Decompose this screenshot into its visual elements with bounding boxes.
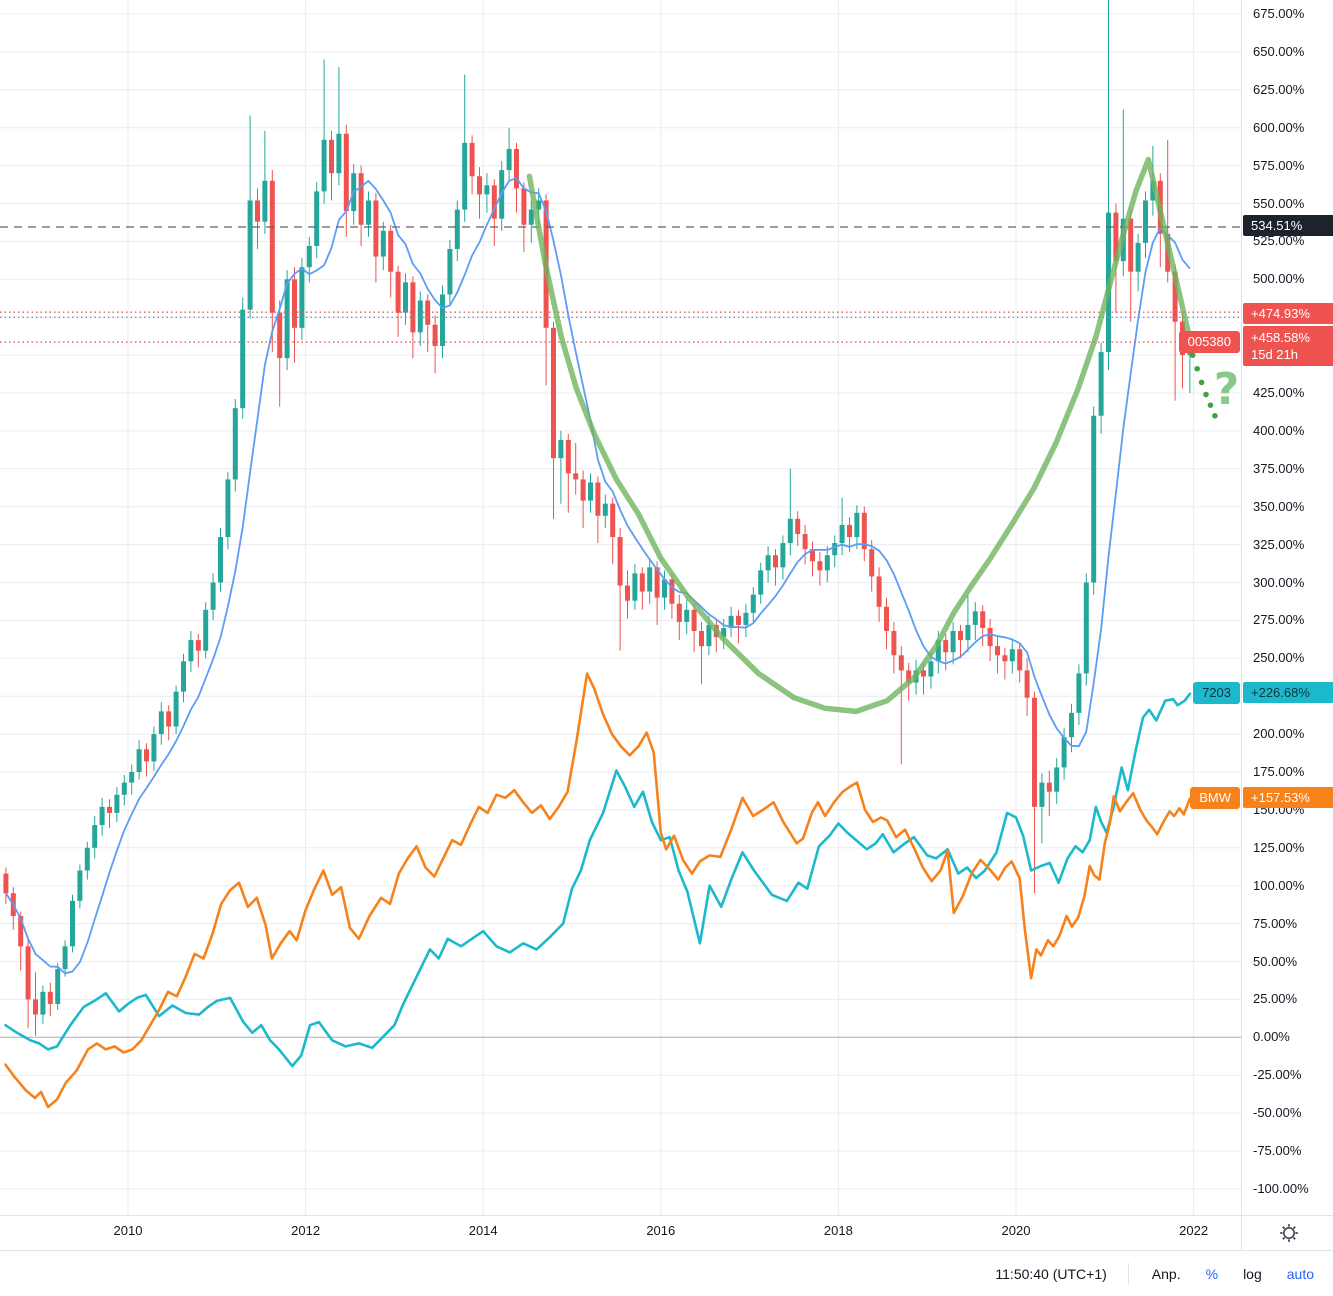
level-label-534[interactable]: 534.51% — [1243, 215, 1333, 236]
series-tag-bmw[interactable]: BMW — [1190, 787, 1240, 809]
x-tick-label: 2010 — [113, 1223, 143, 1238]
y-tick-label: 0.00% — [1253, 1029, 1290, 1045]
y-tick-label: 425.00% — [1253, 385, 1305, 400]
y-tick-label: 100.00% — [1253, 877, 1305, 893]
y-tick-label: 75.00% — [1253, 915, 1298, 931]
y-tick-label: 550.00% — [1253, 195, 1305, 211]
compare1-price-label[interactable]: +226.68% — [1243, 682, 1333, 703]
y-tick-label: 675.00% — [1253, 6, 1305, 21]
plot-area: ? 005380 7203 BMW — [0, 0, 1241, 1215]
y-tick-label: 350.00% — [1253, 498, 1305, 514]
bar-countdown: 15d 21h — [1251, 347, 1298, 362]
x-tick-label: 2014 — [468, 1223, 498, 1238]
y-tick-label: 600.00% — [1253, 119, 1305, 135]
y-tick-label: 25.00% — [1253, 991, 1298, 1007]
y-tick-label: 250.00% — [1253, 650, 1305, 666]
y-tick-label: 525.00% — [1253, 233, 1305, 249]
x-tick-label: 2016 — [646, 1223, 676, 1238]
current-price-label[interactable]: +458.58% 15d 21h — [1243, 326, 1333, 366]
y-tick-label: -75.00% — [1253, 1143, 1302, 1158]
series-tag-005380[interactable]: 005380 — [1178, 331, 1240, 353]
auto-scale-toggle[interactable]: auto — [1286, 1265, 1314, 1282]
bottom-toolbar: 11:50:40 (UTC+1) Anp. % log auto — [0, 1250, 1333, 1296]
forecast-dots — [1189, 352, 1218, 419]
price-scale-axis[interactable]: 675.00% 650.00% 625.00% 600.00% 575.00% 550.0… — [1241, 0, 1333, 1215]
y-tick-label: 300.00% — [1253, 574, 1305, 590]
y-tick-label: 275.00% — [1253, 612, 1305, 628]
compare-line-7203 — [4, 692, 1192, 1068]
x-tick-label: 2022 — [1179, 1223, 1209, 1238]
y-tick-label: 200.00% — [1253, 726, 1305, 742]
y-tick-label: 325.00% — [1253, 536, 1305, 552]
y-tick-label: -25.00% — [1253, 1067, 1302, 1083]
log-scale-toggle[interactable]: log — [1243, 1265, 1262, 1282]
trend-curve-annotation — [526, 156, 1195, 715]
candlestick-series — [3, 0, 1193, 1036]
clock-label[interactable]: 11:50:40 (UTC+1) — [995, 1265, 1107, 1282]
y-tick-label: 125.00% — [1253, 839, 1305, 855]
y-tick-label: -100.00% — [1253, 1180, 1309, 1196]
y-tick-label: 500.00% — [1253, 271, 1305, 287]
y-tick-label: 400.00% — [1253, 422, 1305, 438]
adjust-toggle[interactable]: Anp. — [1151, 1265, 1181, 1282]
question-mark-annotation: ? — [1214, 364, 1240, 415]
x-tick-label: 2012 — [291, 1223, 321, 1238]
x-tick-label: 2018 — [823, 1223, 853, 1238]
level-label-474[interactable]: +474.93% — [1243, 303, 1333, 324]
y-tick-label: -50.00% — [1253, 1105, 1302, 1121]
y-tick-label: 50.00% — [1253, 953, 1298, 969]
gridlines — [0, 0, 1241, 1215]
ma-line — [5, 177, 1191, 975]
percent-scale-toggle[interactable]: % — [1205, 1265, 1219, 1282]
y-tick-label: 625.00% — [1253, 81, 1305, 97]
y-tick-label: 650.00% — [1253, 43, 1305, 59]
price-chart-canvas[interactable]: ? — [0, 0, 1241, 1215]
price-level-lines — [0, 226, 1241, 343]
time-scale-axis[interactable]: 2010 2012 2014 2016 2018 2020 2022 — [0, 1215, 1241, 1251]
current-price-value: +458.58% — [1251, 330, 1310, 345]
y-tick-label: 375.00% — [1253, 460, 1305, 476]
compare2-price-label[interactable]: +157.53% — [1243, 787, 1333, 808]
y-tick-label: 575.00% — [1253, 157, 1305, 173]
settings-gear-icon[interactable] — [1278, 1222, 1300, 1244]
y-tick-label: 175.00% — [1253, 764, 1305, 779]
series-tag-7203[interactable]: 7203 — [1193, 682, 1240, 704]
x-tick-label: 2020 — [1001, 1223, 1031, 1238]
scale-corner — [1241, 1215, 1333, 1251]
toolbar-divider — [1127, 1262, 1129, 1285]
compare-line-BMW — [4, 672, 1192, 1109]
